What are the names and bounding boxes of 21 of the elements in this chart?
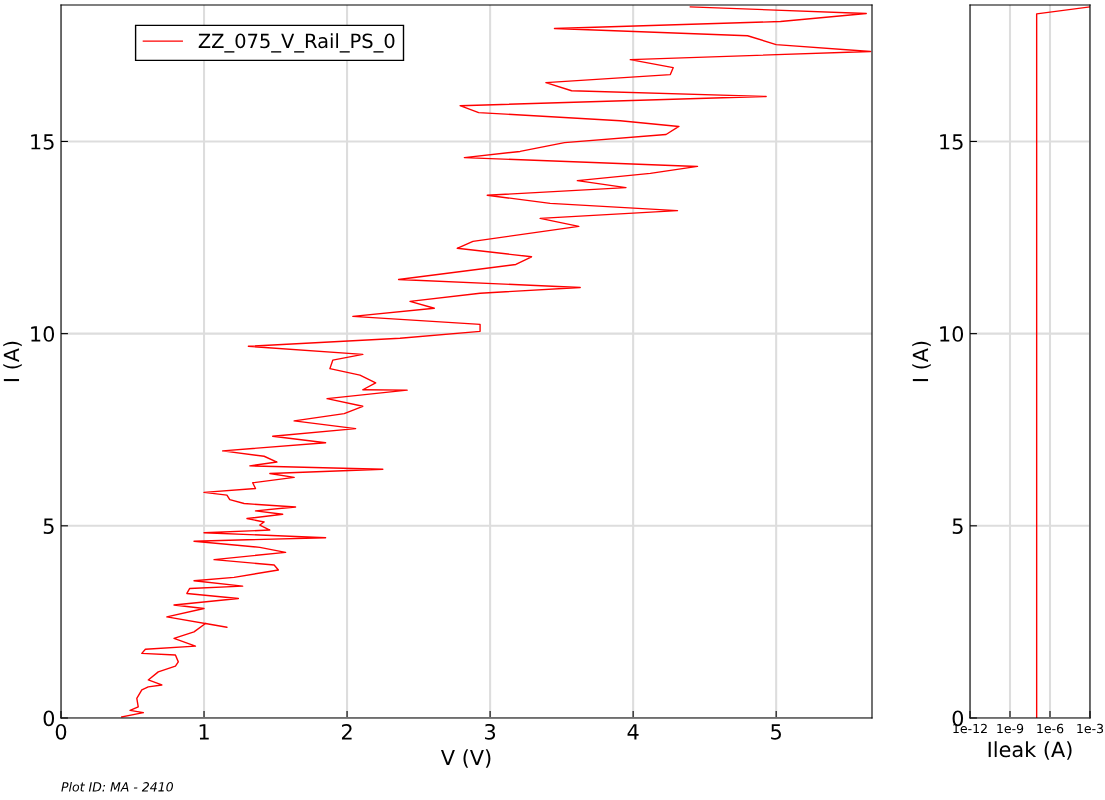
x-axis-title: Ileak (A) xyxy=(988,741,1072,760)
y-tick-label: 5 xyxy=(952,518,963,535)
y-axis-title: I (A) xyxy=(3,341,22,382)
x-tick-label: 3 xyxy=(485,723,496,740)
x-tick-label: 1e-9 xyxy=(997,723,1024,734)
x-tick-label: 2 xyxy=(341,723,352,740)
y-tick-label: 15 xyxy=(31,134,54,150)
y-axis-title: I (A) xyxy=(912,341,931,382)
x-tick-label: 0 xyxy=(55,723,67,740)
x-tick-label: 5 xyxy=(771,724,781,740)
text: Plot ID: MA - 2410 xyxy=(61,781,174,792)
x-tick-label: 1 xyxy=(199,724,209,740)
y-tick-label: 10 xyxy=(31,326,55,342)
x-axis-title: V (V) xyxy=(440,749,491,768)
y-tick-label: 5 xyxy=(43,518,54,535)
y-tick-label: 15 xyxy=(940,134,963,150)
x-tick-label: 4 xyxy=(627,724,639,740)
x-tick-label: 1e-3 xyxy=(1077,723,1104,734)
y-tick-label: 10 xyxy=(940,326,964,342)
legend-label: ZZ_075_V_Rail_PS_0 xyxy=(198,33,395,53)
x-tick-label: 1e-6 xyxy=(1037,723,1064,734)
